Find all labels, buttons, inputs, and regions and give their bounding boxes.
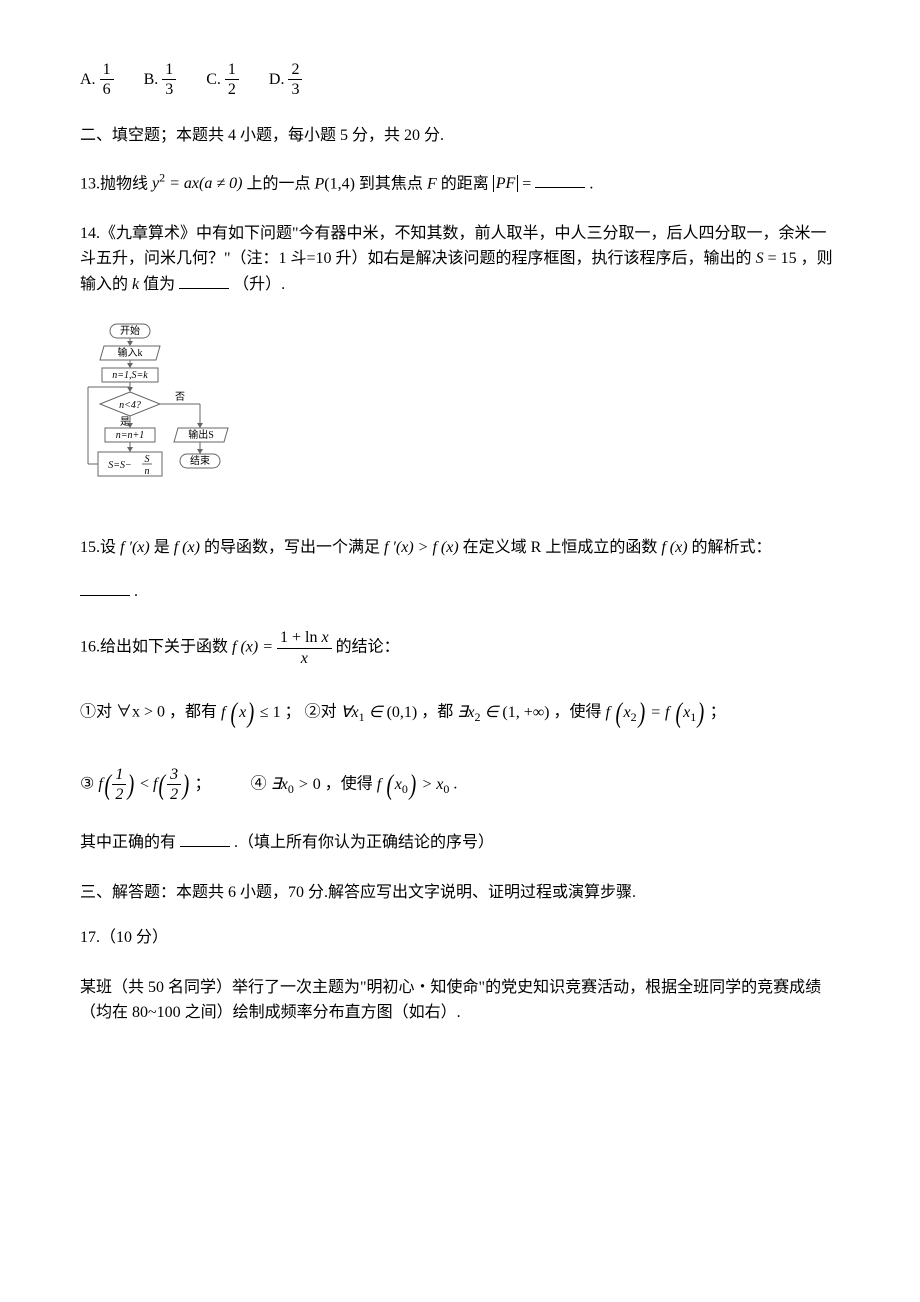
q12-options: A. 16 B. 13 C. 12 D. 23 <box>80 60 840 99</box>
q15: 15.设 f ′(x) 是 f (x) 的导函数，写出一个满足 f ′(x) >… <box>80 535 840 604</box>
svg-text:开始: 开始 <box>120 324 140 337</box>
q13-point: P(1,4) <box>314 175 354 192</box>
q17-body: 某班（共 50 名同学）举行了一次主题为"明初心・知使命"的党史知识竞赛活动，根… <box>80 975 840 1026</box>
q15-fprime: f ′(x) <box>120 539 150 556</box>
option-b: B. 13 <box>144 60 177 99</box>
q14-S: S = 15 <box>756 250 797 267</box>
section3-title: 三、解答题：本题共 6 小题，70 分.解答应写出文字说明、证明过程或演算步骤. <box>80 880 840 906</box>
q13: 13.抛物线 y2 = ax(a ≠ 0) 上的一点 P(1,4) 到其焦点 F… <box>80 169 840 197</box>
q15-ineq: f ′(x) > f (x) <box>384 539 459 556</box>
svg-text:是: 是 <box>120 416 130 428</box>
q17-label: 17.（10 分） <box>80 925 840 951</box>
q14-blank <box>179 288 229 289</box>
q15-blank <box>80 595 130 596</box>
q16-s4d: f (x0) > x0 <box>377 776 450 793</box>
svg-text:S: S <box>145 454 150 465</box>
option-c: C. 12 <box>206 60 239 99</box>
flowchart-svg: 开始 输入k n=1,S=k n<4? 是 n=n+1 S=S− S n <box>80 322 250 507</box>
svg-text:S=S−: S=S− <box>108 460 132 471</box>
svg-text:n=n+1: n=n+1 <box>116 430 145 441</box>
q16-s2e: f (x2) = f (x1) <box>606 704 706 721</box>
svg-text:n=1,S=k: n=1,S=k <box>112 370 148 381</box>
q16-s3-left: f(12) <box>98 762 136 808</box>
svg-text:否: 否 <box>175 391 185 403</box>
option-d: D. 23 <box>269 60 303 99</box>
option-a: A. 16 <box>80 60 114 99</box>
q16: 16.给出如下关于函数 f (x) = 1 + ln x x 的结论： ①对 ∀… <box>80 628 840 855</box>
q16-s4b: ∃x0 > 0 <box>271 776 321 793</box>
q13-pf: PF <box>493 175 519 192</box>
q16-blank <box>180 846 230 847</box>
q13-eq: y2 = ax(a ≠ 0) <box>152 175 242 192</box>
q14: 14.《九章算术》中有如下问题"今有器中米，不知其数，前人取半，中人三分取一，后… <box>80 221 840 298</box>
q16-s3-right: f(32) <box>153 762 191 808</box>
q16-answer-line: 其中正确的有 .（填上所有你认为正确结论的序号） <box>80 830 840 856</box>
svg-text:n: n <box>145 466 150 477</box>
svg-text:输入k: 输入k <box>118 346 143 359</box>
flowchart: 开始 输入k n=1,S=k n<4? 是 n=n+1 S=S− S n <box>80 322 840 516</box>
svg-text:输出S: 输出S <box>188 428 214 441</box>
q16-s2c: ∃x2 ∈ (1, +∞) <box>457 704 549 721</box>
q16-s2a: ∀x1 ∈ (0,1) <box>341 704 418 721</box>
q16-stmt-1-2: ①对 ∀x > 0 ，都有 f (x) ≤ 1 ； ②对 ∀x1 ∈ (0,1)… <box>80 690 840 736</box>
svg-text:结束: 结束 <box>190 454 210 467</box>
section2-title: 二、填空题；本题共 4 小题，每小题 5 分，共 20 分. <box>80 123 840 149</box>
q16-frac: 1 + ln x x <box>277 628 332 667</box>
q16-s1b: f (x) ≤ 1 <box>221 704 281 721</box>
svg-text:n<4?: n<4? <box>119 400 141 411</box>
q16-stmt-3-4: ③ f(12) < f(32) ； ④ ∃x0 > 0 ，使得 f (x0) >… <box>80 762 840 808</box>
q13-blank <box>535 187 585 188</box>
